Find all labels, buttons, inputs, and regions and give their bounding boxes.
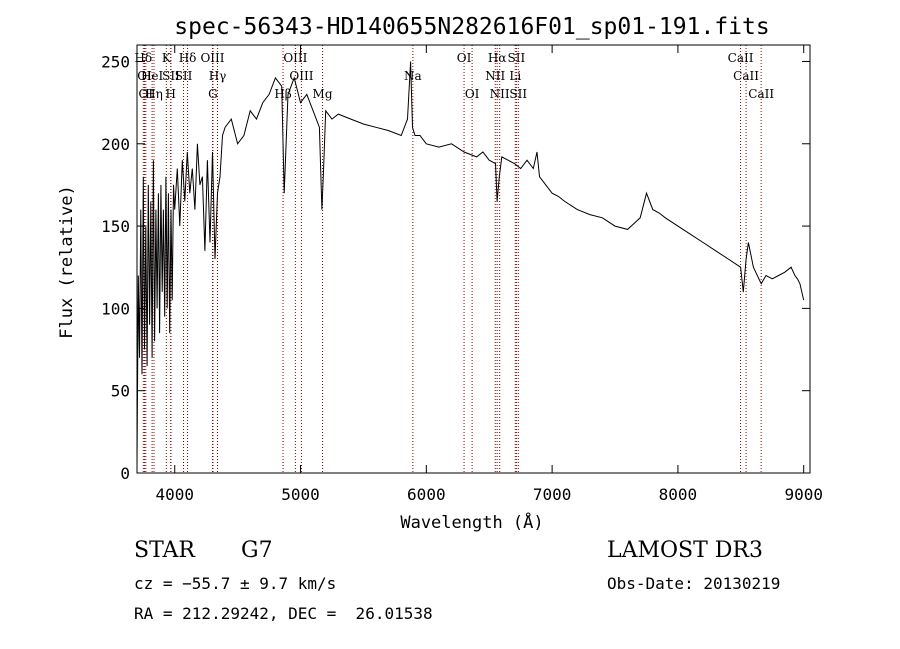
line-label-23: SII [508,51,526,65]
y-tick-label-3: 150 [101,217,130,236]
flux-series-line [136,61,805,465]
y-axis-ticks: 0 50 100 150 200 250 [101,52,810,483]
coordinates-readout: RA = 212.29242, DEC = 26.01538 [134,604,433,623]
line-label-20: Hα [488,51,507,65]
y-axis-label: Flux (relative) [57,185,77,339]
line-label-5: K [162,51,172,65]
line-label-9: SII [175,69,193,83]
line-label-18: OI [457,51,472,65]
spectrum-chart: spec-56343-HD140655N282616F01_sp01-191.f… [57,14,823,533]
line-label-24: Li [509,69,521,83]
redshift-readout: cz = −55.7 ± 9.7 km/s [134,574,337,593]
line-label-16: Mg [313,87,333,101]
line-label-4: Hη [145,87,163,101]
plot-frame [136,44,811,474]
x-tick-label-2: 6000 [407,485,446,504]
line-label-26: CaII [728,51,754,65]
observation-date: Obs-Date: 20130219 [607,574,781,593]
line-label-27: CaII [733,69,759,83]
line-label-15: OIII [289,69,313,83]
line-label-1: OI [137,69,152,83]
y-tick-label-4: 200 [101,135,130,154]
object-class: STAR [134,538,195,563]
line-label-14: OIII [283,51,307,65]
chart-title: spec-56343-HD140655N282616F01_sp01-191.f… [174,14,769,40]
line-label-2: OI [139,87,154,101]
line-label-25: SII [509,87,527,101]
line-label-12: G [208,87,218,101]
line-label-8: Hδ [179,51,197,65]
y-tick-label-1: 50 [111,382,130,401]
line-label-21: NII [485,69,505,83]
survey-name: LAMOST DR3 [607,538,763,563]
line-label-7: H [165,87,175,101]
x-tick-label-1: 5000 [281,485,320,504]
spectral-line-markers [142,45,762,473]
x-axis-ticks: 4000 5000 6000 7000 8000 9000 [155,45,823,504]
line-label-11: Hγ [209,69,227,83]
y-tick-label-2: 100 [101,299,130,318]
line-label-3: HeI [141,69,164,83]
x-tick-label-5: 9000 [784,485,823,504]
line-label-17: Na [404,69,422,83]
line-label-10: OIII [200,51,224,65]
x-tick-label-4: 8000 [659,485,698,504]
line-label-22: NII [490,87,510,101]
object-subclass: G7 [241,538,273,563]
line-label-6: SII [162,69,180,83]
x-tick-label-3: 7000 [533,485,572,504]
x-axis-label: Wavelength (Å) [400,511,543,533]
x-tick-label-0: 4000 [155,485,194,504]
line-label-19: OI [465,87,480,101]
line-label-13: Hβ [274,87,291,101]
y-tick-label-0: 0 [120,464,130,483]
y-tick-label-5: 250 [101,52,130,71]
line-label-28: CaII [748,87,774,101]
